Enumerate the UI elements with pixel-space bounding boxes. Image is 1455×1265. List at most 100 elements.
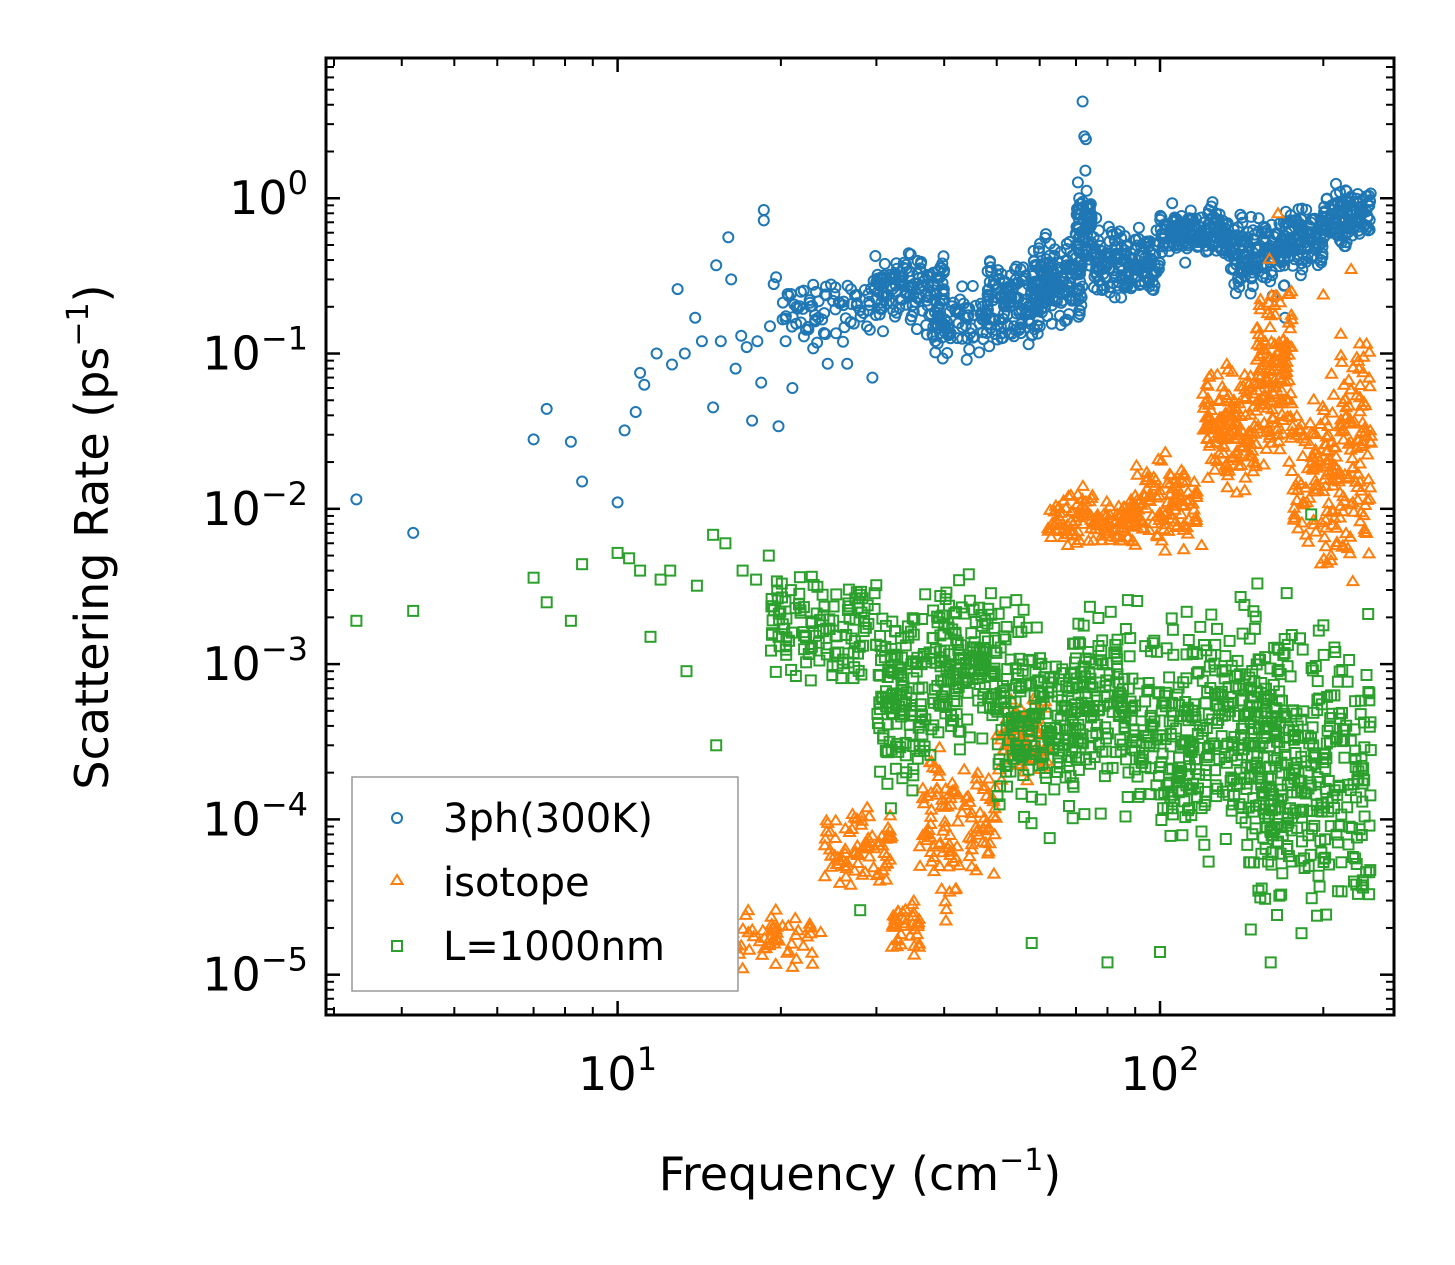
data-point-square <box>998 684 1011 697</box>
data-point-triangle <box>890 932 905 944</box>
data-point-circle <box>872 285 884 298</box>
data-point-square <box>1191 647 1204 660</box>
data-point-circle <box>1261 259 1274 272</box>
data-point-circle <box>938 264 951 277</box>
data-point-circle <box>710 259 723 272</box>
data-point-circle <box>1074 268 1086 280</box>
data-point-circle <box>1344 222 1357 235</box>
data-point-square <box>1244 715 1257 728</box>
data-point-square <box>611 546 624 559</box>
data-point-circle <box>1351 216 1364 229</box>
data-point-circle <box>1227 263 1240 276</box>
data-point-triangle <box>935 823 951 836</box>
data-point-circle <box>725 273 738 286</box>
data-point-circle <box>770 271 783 284</box>
data-point-square <box>1317 747 1330 760</box>
data-point-circle <box>928 277 941 290</box>
data-point-circle <box>788 298 801 311</box>
data-point-square <box>1195 825 1208 838</box>
data-point-circle <box>1014 318 1027 331</box>
data-point-square <box>1343 654 1356 666</box>
data-point-triangle <box>1350 492 1366 505</box>
data-point-square <box>811 580 824 593</box>
data-point-square <box>830 630 843 643</box>
data-point-square <box>999 596 1012 609</box>
data-point-triangle <box>850 848 865 860</box>
data-point-triangle <box>1211 394 1227 406</box>
data-point-triangle <box>1352 474 1368 487</box>
data-point-circle <box>1080 184 1093 197</box>
plot-frame <box>324 56 1396 1017</box>
data-point-circle <box>1108 291 1121 304</box>
data-point-square <box>789 670 802 682</box>
data-point-square <box>1001 780 1013 793</box>
legend-entry-3ph: 3ph(300K) <box>391 796 653 842</box>
data-point-triangle <box>735 921 751 934</box>
data-point-circle <box>671 283 684 296</box>
data-point-triangle <box>1315 399 1331 412</box>
data-point-triangle <box>788 927 804 940</box>
data-point-triangle <box>926 839 941 852</box>
data-point-circle <box>1139 241 1151 253</box>
data-point-square <box>1091 718 1103 731</box>
data-point-square <box>916 681 929 694</box>
data-point-triangle <box>746 929 761 942</box>
data-point-triangle <box>1325 473 1341 486</box>
data-point-triangle <box>1078 494 1094 507</box>
data-point-triangle <box>1060 538 1075 550</box>
data-point-square <box>842 597 855 610</box>
data-point-triangle <box>912 936 927 949</box>
data-point-circle <box>1362 189 1375 202</box>
data-point-triangle <box>1287 507 1302 520</box>
data-point-square <box>1349 695 1362 708</box>
data-point-square <box>690 579 703 592</box>
data-point-square <box>1182 804 1194 817</box>
data-point-square <box>1144 645 1157 658</box>
data-point-triangle <box>932 763 947 776</box>
data-point-triangle <box>1333 498 1348 511</box>
data-point-square <box>1306 822 1318 835</box>
data-point-circle <box>1206 196 1219 209</box>
data-point-circle <box>880 297 893 310</box>
data-point-square <box>991 790 1004 802</box>
data-point-triangle <box>1341 398 1357 411</box>
data-point-triangle <box>1069 535 1084 548</box>
data-point-square <box>939 593 952 606</box>
data-point-triangle <box>1308 473 1323 486</box>
data-point-square <box>1234 591 1247 603</box>
data-point-square <box>936 698 949 710</box>
data-point-triangle <box>1362 491 1377 504</box>
data-point-triangle <box>1218 407 1233 420</box>
data-point-circle <box>1244 258 1257 270</box>
data-point-circle <box>850 299 863 312</box>
data-point-square <box>1211 717 1223 730</box>
data-point-circle <box>1231 221 1244 234</box>
data-point-circle <box>1166 219 1179 232</box>
data-point-circle <box>1031 327 1044 340</box>
data-point-triangle <box>1099 507 1115 520</box>
data-point-triangle <box>1252 298 1267 310</box>
data-point-triangle <box>947 784 963 797</box>
data-point-circle <box>837 295 850 308</box>
data-point-square <box>1280 587 1293 600</box>
data-point-circle <box>1329 226 1342 239</box>
data-point-square <box>1333 665 1346 678</box>
data-point-circle <box>1320 193 1333 206</box>
data-point-circle <box>1353 200 1366 213</box>
data-point-square <box>1264 956 1277 969</box>
data-point-circle <box>1279 246 1292 259</box>
data-point-square <box>1037 748 1050 761</box>
data-point-square <box>1272 663 1285 676</box>
data-point-square <box>1362 608 1375 620</box>
data-point-triangle <box>948 881 964 894</box>
data-point-square <box>1124 632 1137 645</box>
data-point-square <box>817 609 830 622</box>
data-point-triangle <box>931 837 947 850</box>
data-point-square <box>1307 739 1320 752</box>
data-point-circle <box>1041 267 1054 280</box>
data-point-square <box>1055 701 1068 714</box>
data-point-triangle <box>979 788 994 801</box>
data-point-square <box>1131 770 1144 783</box>
data-point-triangle <box>1158 506 1174 519</box>
data-point-triangle <box>1089 518 1105 531</box>
